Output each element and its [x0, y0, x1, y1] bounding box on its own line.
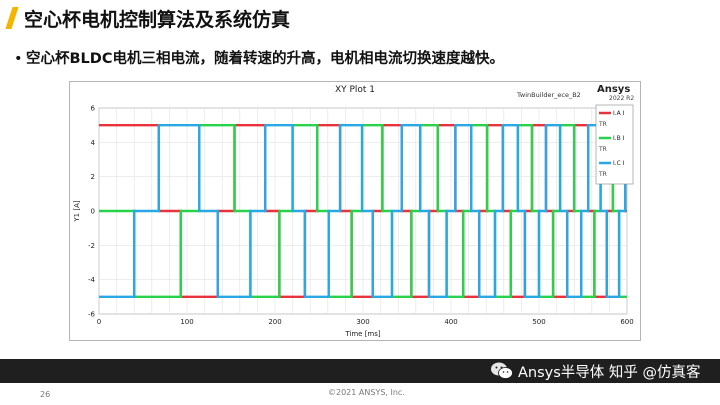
x-tick-label: 600 — [620, 318, 633, 326]
version-label: 2022 R2 — [609, 95, 634, 102]
x-tick-label: 400 — [444, 318, 457, 326]
chart-title: XY Plot 1 — [335, 85, 375, 95]
design-name: TwinBuilder_ece_B2 — [516, 91, 581, 99]
bullet-text: 空心杯BLDC电机三相电流，随着转速的升高，电机相电流切换速度越快。 — [26, 51, 504, 67]
bullet-dot: • — [14, 51, 23, 67]
bottom-band — [0, 359, 720, 383]
x-tick-label: 200 — [268, 318, 281, 326]
x-tick-label: 100 — [180, 318, 193, 326]
legend-sublabel: TR — [598, 171, 607, 178]
xy-plot: 0 100 200 300 400 500 600 -6 -4 -2 0 2 4 6 Time [ms] Y1… — [69, 81, 641, 341]
y-tick-label: 2 — [91, 173, 95, 181]
y-tick-label: 6 — [91, 105, 96, 113]
series-line-I_C — [99, 124, 627, 298]
y-tick-label: -6 — [88, 311, 96, 319]
chart-svg: 0 100 200 300 400 500 600 -6 -4 -2 0 2 4 6 Time [ms] Y1… — [69, 81, 641, 341]
y-axis-label: Y1 [A] — [73, 200, 81, 222]
ansys-logo: Ansys — [597, 84, 630, 95]
legend-box — [595, 104, 634, 185]
y-tick-label: -2 — [88, 242, 95, 250]
y-tick-label: -4 — [88, 276, 96, 284]
x-tick-label: 0 — [97, 318, 101, 326]
title-accent-bar — [5, 7, 19, 29]
y-tick-label: 0 — [91, 208, 95, 216]
x-axis-label: Time [ms] — [344, 330, 381, 338]
watermark-text: Ansys半导体 知乎 @仿真客 — [518, 365, 701, 381]
copyright: ©2021 ANSYS, Inc. — [328, 388, 405, 397]
legend-entry: I.A I — [613, 110, 625, 117]
y-tick-label: 4 — [91, 139, 96, 147]
page-number: 26 — [40, 390, 51, 399]
legend-sublabel: TR — [598, 121, 607, 128]
x-tick-label: 300 — [356, 318, 369, 326]
legend-entry: I.C I — [613, 160, 625, 167]
legend-sublabel: TR — [598, 146, 607, 153]
x-tick-label: 500 — [532, 318, 545, 326]
wechat-icon — [491, 362, 513, 379]
bullet-point: • 空心杯BLDC电机三相电流，随着转速的升高，电机相电流切换速度越快。 — [14, 47, 504, 68]
legend-entry: I.B I — [613, 135, 625, 142]
slide-title: 空心杯电机控制算法及系统仿真 — [24, 9, 291, 31]
